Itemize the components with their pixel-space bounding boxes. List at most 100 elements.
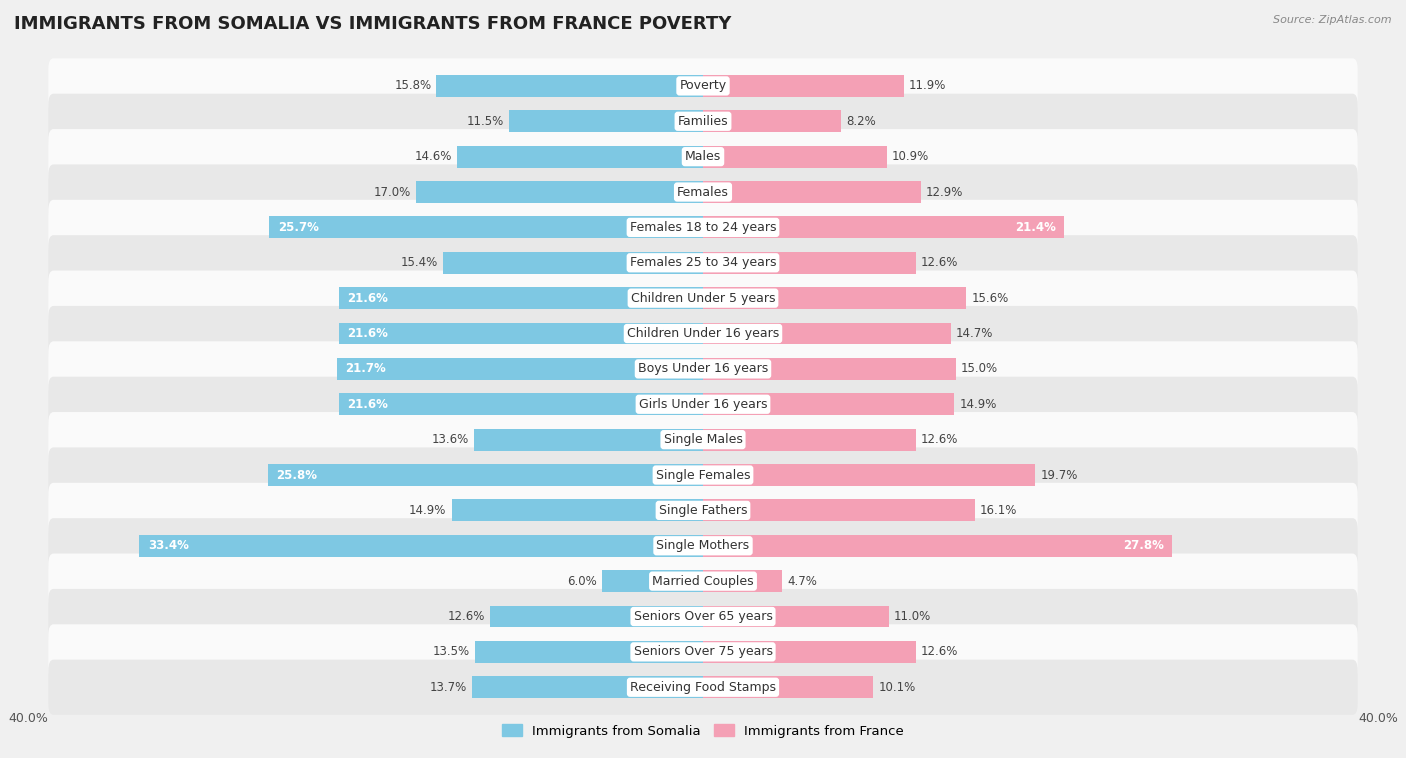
Text: 17.0%: 17.0% <box>374 186 411 199</box>
Text: Single Mothers: Single Mothers <box>657 539 749 553</box>
Legend: Immigrants from Somalia, Immigrants from France: Immigrants from Somalia, Immigrants from… <box>496 719 910 743</box>
Text: 6.0%: 6.0% <box>567 575 596 587</box>
FancyBboxPatch shape <box>48 377 1358 432</box>
Text: 21.7%: 21.7% <box>346 362 387 375</box>
Bar <box>602 570 703 592</box>
Bar <box>491 606 703 628</box>
Text: 11.0%: 11.0% <box>894 610 931 623</box>
Text: Seniors Over 65 years: Seniors Over 65 years <box>634 610 772 623</box>
FancyBboxPatch shape <box>48 518 1358 573</box>
Bar <box>703 323 950 344</box>
Bar <box>270 217 703 238</box>
Bar <box>337 358 703 380</box>
Bar <box>457 146 703 168</box>
Bar <box>703 146 887 168</box>
Text: 15.6%: 15.6% <box>972 292 1008 305</box>
Text: 8.2%: 8.2% <box>846 114 876 128</box>
Bar <box>703 500 974 522</box>
FancyBboxPatch shape <box>48 129 1358 184</box>
Text: Single Females: Single Females <box>655 468 751 481</box>
Text: 21.6%: 21.6% <box>347 398 388 411</box>
Bar <box>703 535 1173 556</box>
FancyBboxPatch shape <box>48 447 1358 503</box>
Text: Children Under 16 years: Children Under 16 years <box>627 327 779 340</box>
FancyBboxPatch shape <box>48 483 1358 538</box>
Bar <box>443 252 703 274</box>
FancyBboxPatch shape <box>48 625 1358 679</box>
Bar <box>416 181 703 203</box>
FancyBboxPatch shape <box>48 94 1358 149</box>
Text: 13.7%: 13.7% <box>430 681 467 694</box>
Text: 13.6%: 13.6% <box>432 433 468 446</box>
Text: 15.8%: 15.8% <box>394 80 432 92</box>
Text: 12.9%: 12.9% <box>925 186 963 199</box>
Text: 15.4%: 15.4% <box>401 256 439 269</box>
Text: 12.6%: 12.6% <box>921 645 957 659</box>
Bar <box>703 676 873 698</box>
Text: 12.6%: 12.6% <box>921 256 957 269</box>
FancyBboxPatch shape <box>48 200 1358 255</box>
Text: Females 18 to 24 years: Females 18 to 24 years <box>630 221 776 234</box>
Text: Females 25 to 34 years: Females 25 to 34 years <box>630 256 776 269</box>
Bar <box>703 358 956 380</box>
Bar <box>472 676 703 698</box>
Bar <box>703 252 915 274</box>
Text: 25.8%: 25.8% <box>276 468 318 481</box>
Bar <box>703 570 782 592</box>
Bar <box>339 287 703 309</box>
Text: 21.4%: 21.4% <box>1015 221 1056 234</box>
Text: 12.6%: 12.6% <box>449 610 485 623</box>
FancyBboxPatch shape <box>48 164 1358 220</box>
Bar <box>339 393 703 415</box>
Bar <box>703 464 1035 486</box>
Text: Married Couples: Married Couples <box>652 575 754 587</box>
Text: 14.9%: 14.9% <box>409 504 447 517</box>
Bar <box>703 181 921 203</box>
Bar <box>475 641 703 662</box>
Bar <box>474 429 703 450</box>
Text: 27.8%: 27.8% <box>1123 539 1164 553</box>
FancyBboxPatch shape <box>48 659 1358 715</box>
FancyBboxPatch shape <box>48 553 1358 609</box>
Text: 13.5%: 13.5% <box>433 645 470 659</box>
FancyBboxPatch shape <box>48 58 1358 114</box>
Bar <box>703 429 915 450</box>
Text: 10.9%: 10.9% <box>891 150 929 163</box>
Text: Families: Families <box>678 114 728 128</box>
Text: 21.6%: 21.6% <box>347 292 388 305</box>
FancyBboxPatch shape <box>48 306 1358 361</box>
Bar <box>139 535 703 556</box>
Text: 21.6%: 21.6% <box>347 327 388 340</box>
Bar <box>703 111 841 132</box>
Text: Receiving Food Stamps: Receiving Food Stamps <box>630 681 776 694</box>
Text: IMMIGRANTS FROM SOMALIA VS IMMIGRANTS FROM FRANCE POVERTY: IMMIGRANTS FROM SOMALIA VS IMMIGRANTS FR… <box>14 15 731 33</box>
Text: Single Fathers: Single Fathers <box>659 504 747 517</box>
Bar <box>703 217 1064 238</box>
Text: Source: ZipAtlas.com: Source: ZipAtlas.com <box>1274 15 1392 25</box>
Bar <box>703 606 889 628</box>
Text: 10.1%: 10.1% <box>879 681 915 694</box>
Text: 14.7%: 14.7% <box>956 327 994 340</box>
Text: 15.0%: 15.0% <box>962 362 998 375</box>
Text: 25.7%: 25.7% <box>278 221 319 234</box>
FancyBboxPatch shape <box>48 412 1358 467</box>
Text: 19.7%: 19.7% <box>1040 468 1078 481</box>
Bar <box>509 111 703 132</box>
Text: Seniors Over 75 years: Seniors Over 75 years <box>634 645 772 659</box>
Text: Poverty: Poverty <box>679 80 727 92</box>
Text: 16.1%: 16.1% <box>980 504 1017 517</box>
Text: Single Males: Single Males <box>664 433 742 446</box>
Text: 11.5%: 11.5% <box>467 114 503 128</box>
Text: 12.6%: 12.6% <box>921 433 957 446</box>
Text: 14.9%: 14.9% <box>959 398 997 411</box>
Bar <box>703 287 966 309</box>
Text: Boys Under 16 years: Boys Under 16 years <box>638 362 768 375</box>
Bar <box>451 500 703 522</box>
Bar <box>703 393 955 415</box>
FancyBboxPatch shape <box>48 341 1358 396</box>
FancyBboxPatch shape <box>48 589 1358 644</box>
FancyBboxPatch shape <box>48 271 1358 326</box>
Text: 4.7%: 4.7% <box>787 575 817 587</box>
Bar <box>267 464 703 486</box>
Text: Girls Under 16 years: Girls Under 16 years <box>638 398 768 411</box>
